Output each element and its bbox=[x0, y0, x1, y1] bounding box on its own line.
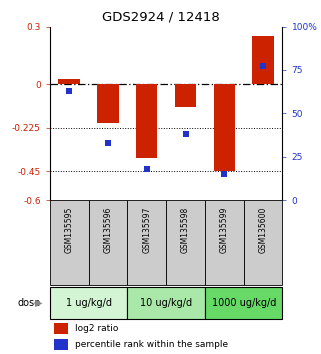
Text: GDS2924 / 12418: GDS2924 / 12418 bbox=[102, 11, 219, 24]
Bar bbox=[55, 338, 68, 350]
Text: 1000 ug/kg/d: 1000 ug/kg/d bbox=[212, 298, 276, 308]
Text: GSM135597: GSM135597 bbox=[142, 207, 151, 253]
Bar bbox=[58, 79, 80, 84]
Text: GSM135598: GSM135598 bbox=[181, 207, 190, 253]
Point bbox=[144, 166, 149, 172]
Text: GSM135599: GSM135599 bbox=[220, 207, 229, 253]
Bar bbox=[50, 287, 127, 319]
Text: percentile rank within the sample: percentile rank within the sample bbox=[75, 339, 229, 349]
Text: ▶: ▶ bbox=[35, 298, 42, 308]
Text: dose: dose bbox=[18, 298, 41, 308]
Bar bbox=[136, 84, 157, 158]
Bar bbox=[55, 322, 68, 334]
Text: GSM135596: GSM135596 bbox=[103, 207, 112, 253]
Bar bbox=[252, 36, 274, 84]
Text: GSM135595: GSM135595 bbox=[65, 207, 74, 253]
Bar bbox=[244, 200, 282, 285]
Bar bbox=[175, 84, 196, 108]
Point bbox=[105, 140, 110, 145]
Point bbox=[66, 88, 72, 93]
Bar bbox=[50, 200, 89, 285]
Point bbox=[222, 171, 227, 177]
Bar bbox=[97, 84, 118, 123]
Text: GSM135600: GSM135600 bbox=[259, 207, 268, 253]
Bar bbox=[127, 200, 166, 285]
Bar bbox=[127, 287, 205, 319]
Text: 1 ug/kg/d: 1 ug/kg/d bbox=[65, 298, 111, 308]
Text: 10 ug/kg/d: 10 ug/kg/d bbox=[140, 298, 192, 308]
Point bbox=[183, 131, 188, 137]
Bar bbox=[205, 287, 282, 319]
Text: log2 ratio: log2 ratio bbox=[75, 324, 119, 333]
Bar bbox=[205, 200, 244, 285]
Bar bbox=[89, 200, 127, 285]
Point bbox=[261, 64, 266, 69]
Bar bbox=[166, 200, 205, 285]
Bar bbox=[214, 84, 235, 171]
